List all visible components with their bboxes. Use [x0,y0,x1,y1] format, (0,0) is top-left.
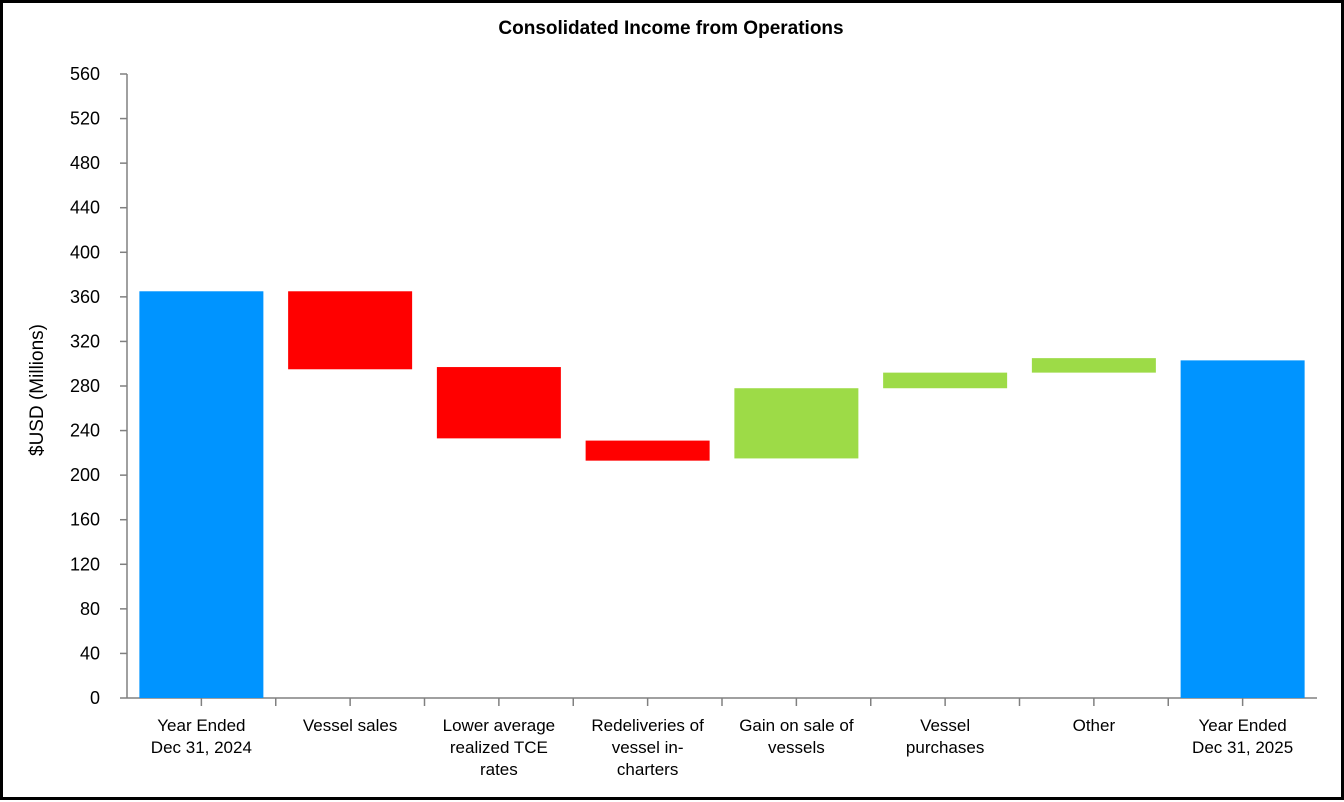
y-tick-label: 40 [80,643,100,663]
y-tick-label: 120 [70,554,100,574]
category-labels: Year Ended Dec 31, 2024 Vessel sales Lower … [151,716,1293,779]
x-category-label-line: realized TCE [450,738,548,757]
bar-increase [1031,358,1156,373]
x-category-label-line: vessel in- [612,738,684,757]
x-category-label-line: vessels [768,738,825,757]
y-tick-label: 400 [70,242,100,262]
x-category-label-line: Year Ended [157,716,245,735]
axes: 0 40 80 120 160 200 240 280 320 360 400 440 480 520 56… [70,64,1317,708]
bar-decrease [436,367,561,439]
y-tick-label: 440 [70,198,100,218]
x-category-label: Lower average realized TCE rates [443,716,555,779]
y-tick-label: 240 [70,421,100,441]
y-tick-label: 480 [70,153,100,173]
x-category-label-line: Redeliveries of [591,716,704,735]
bar-increase [734,388,859,459]
x-category-label: Other [1073,716,1116,735]
y-tick-label: 80 [80,599,100,619]
x-category-label-line: Vessel sales [303,716,398,735]
y-tick-label: 320 [70,331,100,351]
y-tick-label: 560 [70,64,100,84]
waterfall-chart: Consolidated Income from Operations $USD… [27,18,1317,779]
bar-total [139,291,264,698]
y-tick-label: 280 [70,376,100,396]
y-axis-label: $USD (Millions) [27,324,48,456]
x-category-label-line: Dec 31, 2025 [1192,738,1293,757]
x-category-label-line: Gain on sale of [739,716,854,735]
bar-total [1180,360,1305,698]
x-category-label: Vessel purchases [906,716,984,757]
x-category-label-line: rates [480,760,518,779]
y-tick-label: 520 [70,109,100,129]
x-category-label-line: charters [617,760,678,779]
x-category-label: Redeliveries of vessel in-charters [591,716,704,779]
y-tick-label: 160 [70,510,100,530]
bar-increase [883,372,1008,389]
chart-title: Consolidated Income from Operations [498,18,843,39]
x-category-label-line: purchases [906,738,984,757]
x-category-label-line: Year Ended [1199,716,1287,735]
y-tick-label: 0 [90,688,100,708]
x-category-label-line: Other [1073,716,1116,735]
x-category-label: Gain on sale of vessels [739,716,854,757]
y-tick-label: 360 [70,287,100,307]
x-category-label: Vessel sales [303,716,398,735]
x-category-label: Year Ended Dec 31, 2024 [151,716,252,757]
y-tick-label: 200 [70,465,100,485]
bars [139,291,1305,698]
bar-decrease [585,440,710,461]
x-category-label-line: Vessel [920,716,970,735]
x-category-label-line: Lower average [443,716,555,735]
x-category-label: Year Ended Dec 31, 2025 [1192,716,1293,757]
bar-decrease [288,291,413,370]
x-category-label-line: Dec 31, 2024 [151,738,252,757]
